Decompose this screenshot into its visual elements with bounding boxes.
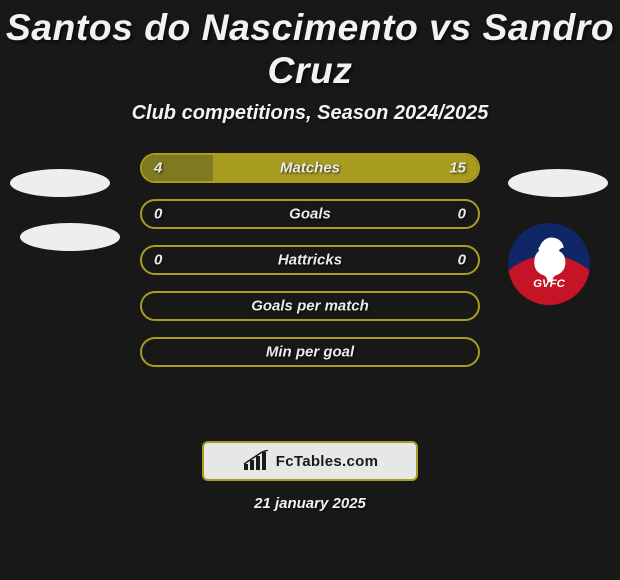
brand-text: FcTables.com (276, 453, 379, 470)
comparison-rows: Matches415Goals00Hattricks00Goals per ma… (140, 153, 480, 383)
stat-row: Goals per match (140, 291, 480, 321)
stat-row-value-left: 0 (154, 206, 162, 223)
stat-row: Goals0 0 (140, 199, 480, 229)
stat-bar-right (213, 155, 478, 181)
stat-row-label: Hattricks (142, 252, 478, 269)
stat-bar-left (142, 155, 213, 181)
stat-row: Matches415 (140, 153, 480, 183)
stat-row: Min per goal (140, 337, 480, 367)
page-subtitle: Club competitions, Season 2024/2025 (0, 102, 620, 125)
player-right-club-badge: GVFC (508, 223, 590, 305)
stat-row-label: Goals (142, 206, 478, 223)
player-left-club-badge (20, 223, 120, 251)
player-right-avatar (508, 169, 608, 197)
comparison-arena: GVFC Matches415Goals00Hattricks00Goals p… (0, 153, 620, 433)
stat-row: Hattricks0 0 (140, 245, 480, 275)
stat-row-value-right: 0 (458, 252, 466, 269)
stat-row-value-right: 0 (458, 206, 466, 223)
stat-row-label: Min per goal (142, 344, 478, 361)
brand-bars-icon (242, 450, 270, 472)
club-badge-svg: GVFC (508, 223, 590, 305)
stat-row-value-left: 0 (154, 252, 162, 269)
page-title: Santos do Nascimento vs Sandro Cruz (0, 0, 620, 92)
footer-date: 21 january 2025 (0, 495, 620, 512)
player-left-avatar (10, 169, 110, 197)
stat-row-label: Goals per match (142, 298, 478, 315)
brand-box: FcTables.com (202, 441, 418, 481)
club-badge-text: GVFC (533, 278, 566, 290)
